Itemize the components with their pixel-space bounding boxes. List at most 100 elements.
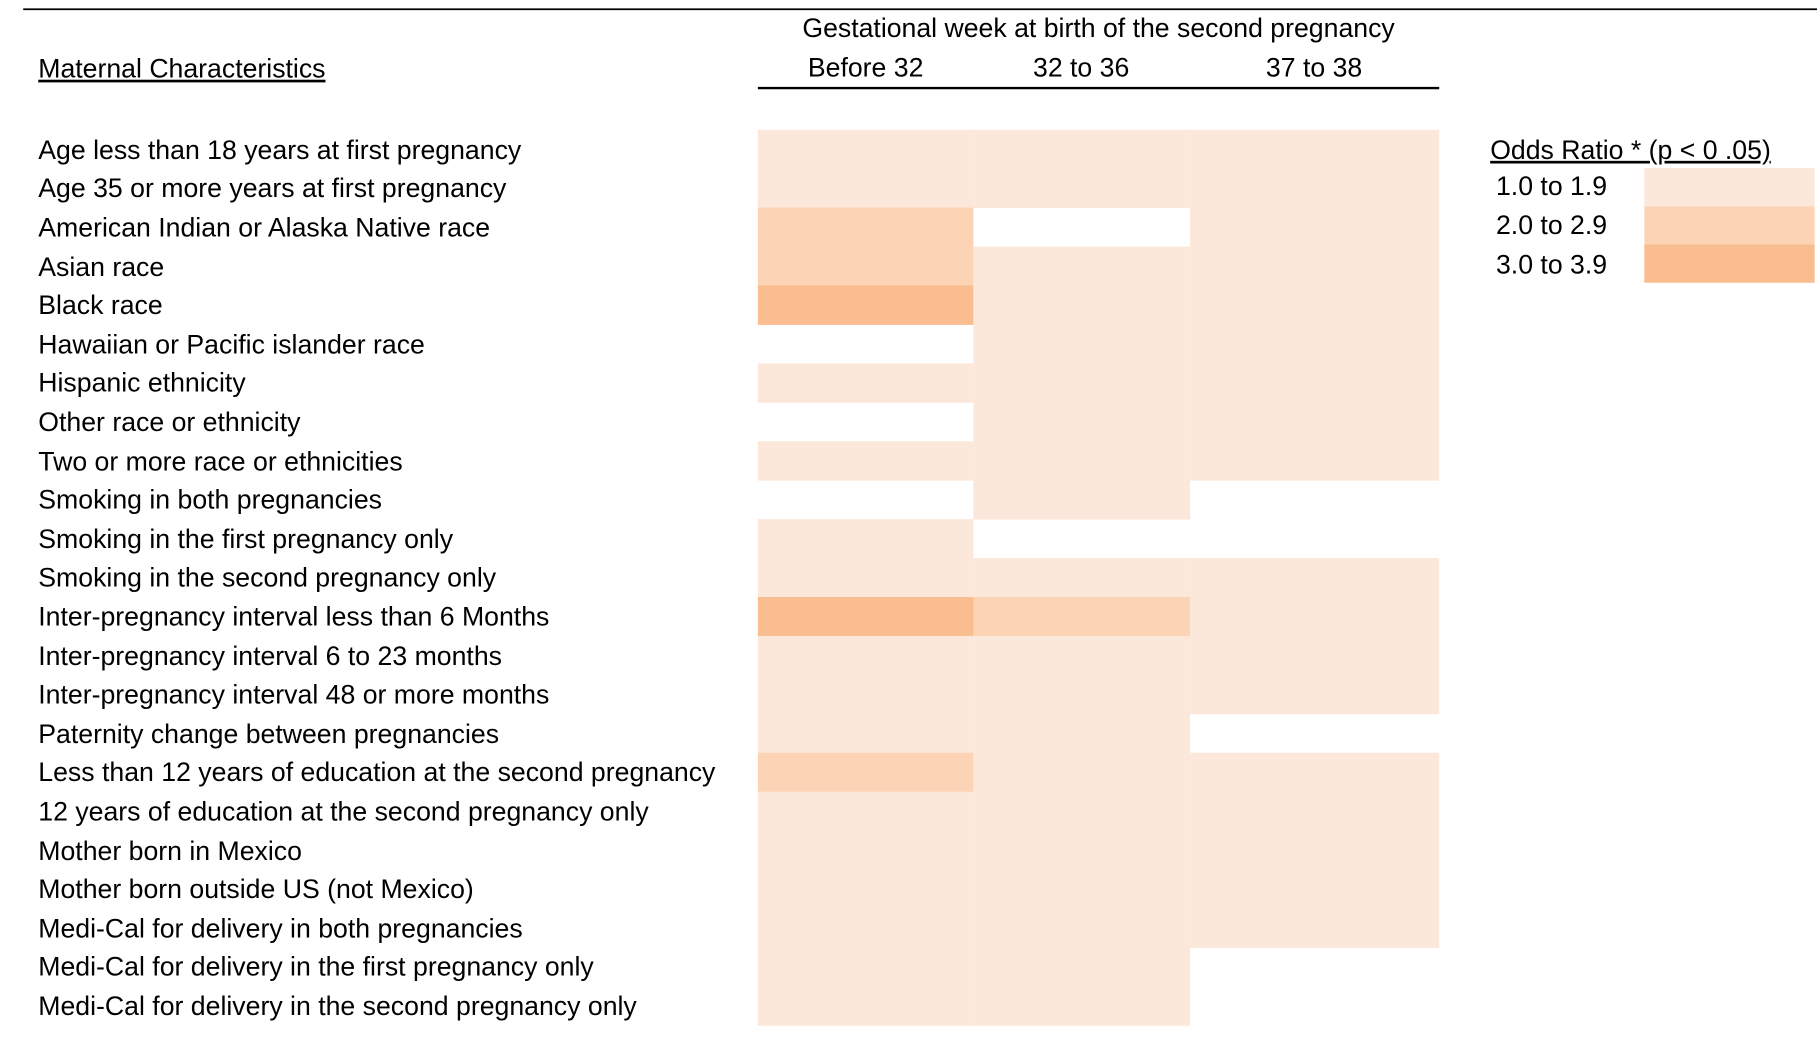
cell [757,558,974,598]
cell [1190,635,1440,676]
cell [757,246,974,286]
row-label-box: Medi-Cal for delivery in the first pregn… [38,952,593,982]
row-label-box: Inter-pregnancy interval less than 6 Mon… [38,601,550,632]
cell [973,168,1191,209]
row-label: Inter-pregnancy interval 48 or more mont… [38,679,550,710]
row-label: Age less than 18 years at first pregnanc… [38,134,522,165]
cell [973,596,1191,637]
cell [1190,285,1440,325]
row-label: 12 years of education at the second preg… [38,796,649,827]
cell [1190,558,1440,598]
row-label-box: Less than 12 years of education at the s… [38,757,716,788]
row-label-box: Two or more race or ethnicities [38,445,403,476]
row-label-box: Smoking in the second pregnancy only [38,562,497,593]
row-label: Less than 12 years of education at the s… [38,757,716,788]
row-label-box: American Indian or Alaska Native race [38,212,490,242]
row-label: Age 35 or more years at first pregnancy [38,173,507,204]
cell [757,363,974,403]
row-label: Inter-pregnancy interval 6 to 23 months [38,640,502,671]
cell [757,674,974,715]
cell [1190,830,1440,871]
cell [757,441,974,481]
cell [1190,129,1440,170]
legend-title: Odds Ratio * (p < 0 .05) [1490,135,1771,165]
cell [757,830,974,871]
cell [1190,869,1440,909]
cell [1190,791,1440,832]
cell [973,947,1191,987]
row-label: Medi-Cal for delivery in both pregnancie… [38,912,523,943]
cell [973,441,1191,481]
column-header: Before 32 [808,53,924,83]
cell [973,830,1191,871]
cell [757,752,974,793]
row-label: Hawaiian or Pacific islander race [38,328,425,359]
legend-label: 3.0 to 3.9 [1496,250,1607,280]
legend-label: 1.0 to 1.9 [1496,171,1607,201]
cell [757,947,974,987]
row-label: Smoking in both pregnancies [38,484,383,515]
cell [1190,402,1440,442]
row-label: Smoking in the second pregnancy only [38,562,497,593]
cell [973,558,1191,598]
cell [973,285,1191,325]
row-label-box: Age less than 18 years at first pregnanc… [38,134,522,165]
cell [1190,363,1440,403]
row-label: Smoking in the first pregnancy only [38,523,454,554]
row-label-box: Paternity change between pregnancies [38,718,500,749]
row-label: Asian race [38,250,165,282]
row-label-box: Inter-pregnancy interval 6 to 23 months [38,640,502,671]
row-label-box: Asian race [38,250,165,282]
cell [973,324,1191,364]
cells [757,129,1440,1026]
row-label: Mother born in Mexico [38,834,302,866]
legend-swatch [1644,168,1815,207]
row-label: Hispanic ethnicity [38,367,246,398]
row-label-box: Hawaiian or Pacific islander race [38,328,425,359]
legend-swatch [1644,206,1815,245]
cell [973,908,1191,948]
cell [1190,752,1440,793]
row-label-box: Smoking in the first pregnancy only [38,523,454,554]
row-label-box: Black race [38,290,162,320]
cell [757,791,974,832]
row-label: Paternity change between pregnancies [38,718,500,749]
cell [1190,324,1440,364]
cell [757,908,974,948]
row-label: Medi-Cal for delivery in the second preg… [38,990,637,1021]
row-label-box: Other race or ethnicity [38,406,301,437]
cell [757,207,974,248]
cell [973,986,1191,1026]
cell [1190,168,1440,209]
row-label-box: Age 35 or more years at first pregnancy [38,173,507,204]
cell [973,402,1191,442]
cell [757,635,974,676]
row-label-box: 12 years of education at the second preg… [38,796,649,827]
row-label-box: Smoking in both pregnancies [38,484,383,515]
cell [757,869,974,909]
row-label-box: Mother born outside US (not Mexico) [38,874,473,904]
cell [1190,596,1440,637]
cell [757,285,974,325]
row-label: Two or more race or ethnicities [38,445,403,476]
cell [757,519,974,559]
cell [757,986,974,1026]
cell [973,480,1191,520]
cell [757,168,974,209]
cell [757,129,974,170]
cell [1190,441,1440,481]
cell [973,752,1191,793]
cell [973,246,1191,286]
cell [1190,908,1440,948]
row-label: Inter-pregnancy interval less than 6 Mon… [38,601,550,632]
legend-label: 2.0 to 2.9 [1496,210,1607,240]
row-label-box: Inter-pregnancy interval 48 or more mont… [38,679,550,710]
row-label: Other race or ethnicity [38,406,301,437]
cell [973,869,1191,909]
legend-swatch [1644,244,1815,283]
cell [973,674,1191,715]
row-header: Maternal Characteristics [38,54,325,84]
cell [973,363,1191,403]
header-title: Gestational week at birth of the second … [802,13,1395,43]
